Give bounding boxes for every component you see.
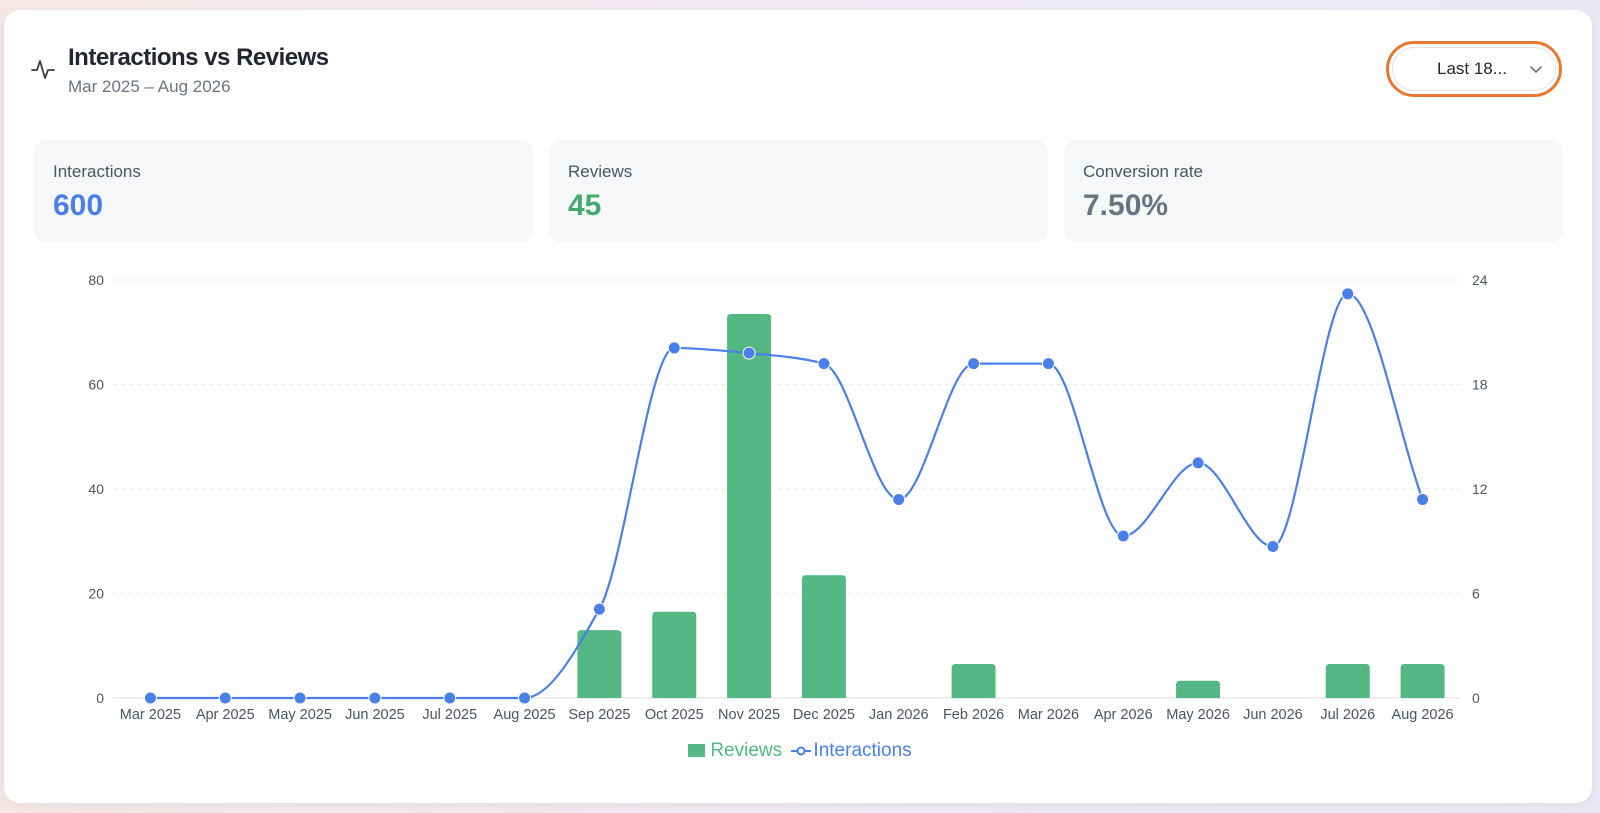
card-title: Interactions vs Reviews: [68, 44, 329, 71]
stat-label: Conversion rate: [1083, 162, 1204, 181]
legend-label: Reviews: [710, 740, 783, 761]
stat-label: Interactions: [53, 162, 141, 181]
stat-value: 600: [53, 189, 104, 222]
chart-legend: Reviews Interactions: [0, 740, 1600, 762]
legend-bar-swatch-icon: [688, 744, 706, 758]
time-range-select[interactable]: Last 18...: [1386, 41, 1562, 97]
legend-line-marker-icon: [791, 746, 812, 756]
stat-value: 7.50%: [1083, 189, 1169, 222]
stat-card-interactions: Interactions 600: [34, 140, 533, 242]
stat-card-reviews: Reviews 45: [549, 140, 1048, 242]
activity-pulse-icon: [31, 60, 55, 79]
stat-value: 45: [568, 189, 602, 222]
chart-card: [4, 10, 1592, 803]
stat-card-conversion-rate: Conversion rate 7.50%: [1064, 140, 1563, 242]
stat-label: Reviews: [568, 162, 633, 181]
date-range-subtitle: Mar 2025 – Aug 2026: [68, 77, 231, 96]
legend-item-interactions[interactable]: Interactions: [791, 740, 912, 762]
chevron-down-icon: [1530, 66, 1542, 73]
legend-label: Interactions: [813, 740, 912, 761]
time-range-value: Last 18...: [1437, 59, 1507, 78]
legend-item-reviews[interactable]: Reviews: [688, 740, 782, 762]
